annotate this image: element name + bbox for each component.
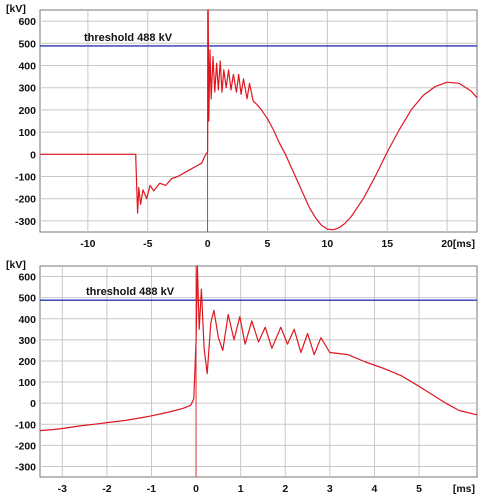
plot-frame xyxy=(39,9,478,233)
tick-labels: 600 500 400 300 200 100 0 -100 -200 -300 -10 -5 0 5 10… xyxy=(6,3,475,250)
plot-frame xyxy=(39,265,478,478)
y-tick-label: 600 xyxy=(18,272,36,284)
y-tick-label: 100 xyxy=(18,377,36,389)
y-tick-label: 0 xyxy=(30,398,36,410)
grid xyxy=(40,266,477,477)
chart-bottom: threshold 488 kV 600 500 400 300 200 100 0 -100… xyxy=(6,259,478,495)
y-tick-label: 400 xyxy=(18,314,36,326)
y-tick-label: -100 xyxy=(15,172,36,184)
x-tick-label: 1 xyxy=(238,483,244,495)
series xyxy=(40,9,478,232)
y-tick-label: 600 xyxy=(18,16,36,28)
x-tick-label: -3 xyxy=(58,483,67,495)
x-tick-label: 0 xyxy=(193,483,199,495)
y-tick-label: -100 xyxy=(15,419,36,431)
x-tick-label: -1 xyxy=(147,483,156,495)
threshold: threshold 488 kV xyxy=(40,32,477,47)
series-line xyxy=(40,9,478,231)
x-unit-label: [ms] xyxy=(453,483,475,495)
chart-top: threshold 488 kV 6005004003002001000-100… xyxy=(6,3,478,250)
x-unit-label: [ms] xyxy=(453,238,475,250)
x-tick-label: 15 xyxy=(381,238,393,250)
y-tick-label: -300 xyxy=(15,461,36,473)
x-tick-label: 0 xyxy=(205,238,211,250)
series xyxy=(39,265,478,477)
x-tick-label: 5 xyxy=(265,238,271,250)
y-tick-label: 500 xyxy=(18,293,36,305)
series-line xyxy=(39,265,478,432)
threshold: threshold 488 kV xyxy=(40,286,477,301)
x-tick-label: 5 xyxy=(416,483,422,495)
y-tick-label: 100 xyxy=(18,127,36,139)
x-tick-label: -10 xyxy=(80,238,95,250)
x-tick-label: 10 xyxy=(321,238,333,250)
x-tick-label: -2 xyxy=(102,483,111,495)
y-tick-label: 300 xyxy=(18,335,36,347)
y-tick-label: 0 xyxy=(30,149,36,161)
y-tick-label: 200 xyxy=(18,105,36,117)
y-tick-label: 500 xyxy=(18,38,36,50)
y-tick-label: 400 xyxy=(18,61,36,73)
y-tick-label: 200 xyxy=(18,356,36,368)
y-tick-label: 300 xyxy=(18,83,36,95)
threshold-label: threshold 488 kV xyxy=(84,32,173,44)
x-tick-label: -5 xyxy=(143,238,152,250)
threshold-label: threshold 488 kV xyxy=(86,286,175,298)
y-unit-label: [kV] xyxy=(6,259,26,271)
y-tick-label: -200 xyxy=(15,194,36,206)
x-tick-label: 20 xyxy=(441,238,453,250)
tick-labels: 600 500 400 300 200 100 0 -100 -200 -300 -3 -2 -1 0 1 2… xyxy=(6,259,475,495)
x-tick-label: 3 xyxy=(327,483,333,495)
x-tick-label: 4 xyxy=(372,483,378,495)
y-tick-label: -200 xyxy=(15,440,36,452)
y-unit-label: [kV] xyxy=(6,3,26,15)
x-tick-label: 2 xyxy=(282,483,288,495)
y-tick-label: -300 xyxy=(15,216,36,228)
